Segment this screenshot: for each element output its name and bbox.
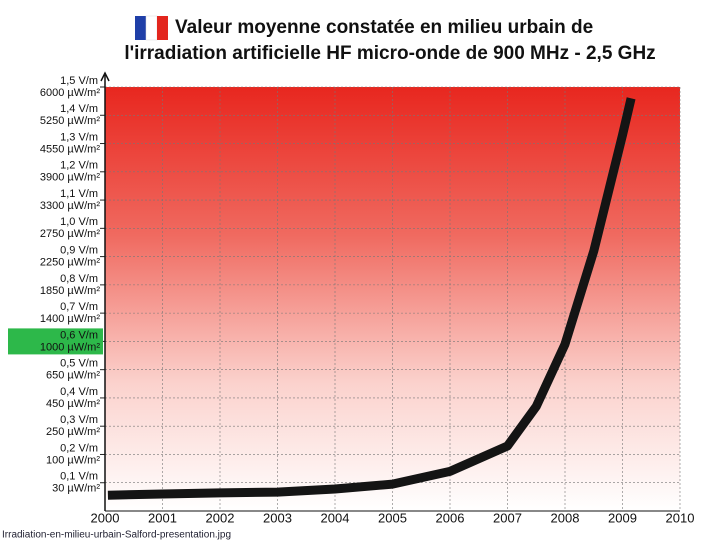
x-tick-label: 2005 <box>378 510 407 525</box>
y-axis-arrow <box>100 71 110 82</box>
y-tick-label: 0,6 V/m <box>60 329 98 341</box>
y-tick-label: 1,5 V/m <box>60 75 98 87</box>
y-tick-power-label: 4550 µW/m² <box>40 143 100 155</box>
y-tick-power-label: 3900 µW/m² <box>40 172 100 184</box>
y-tick-power-label: 6000 µW/m² <box>40 87 100 99</box>
y-tick-power-label: 30 µW/m² <box>52 483 100 495</box>
x-tick-label: 2010 <box>666 510 695 525</box>
y-tick-power-label: 1400 µW/m² <box>40 313 100 325</box>
y-tick-power-label: 2250 µW/m² <box>40 257 100 269</box>
y-tick-power-label: 5250 µW/m² <box>40 115 100 127</box>
x-tick-label: 2007 <box>493 510 522 525</box>
y-tick-label: 1,2 V/m <box>60 160 98 172</box>
flag <box>135 15 168 41</box>
y-tick-label: 0,2 V/m <box>60 442 98 454</box>
x-tick-label: 2001 <box>148 510 177 525</box>
y-tick-label: 1,3 V/m <box>60 131 98 143</box>
y-tick-power-label: 650 µW/m² <box>46 370 100 382</box>
y-tick-label: 0,8 V/m <box>60 273 98 285</box>
y-tick-power-label: 3300 µW/m² <box>40 200 100 212</box>
y-tick-label: 1,4 V/m <box>60 103 98 115</box>
y-tick-label: 0,1 V/m <box>60 471 98 483</box>
y-tick-label: 0,7 V/m <box>60 301 98 313</box>
x-tick-label: 2008 <box>551 510 580 525</box>
y-tick-label: 0,5 V/m <box>60 358 98 370</box>
x-tick-label: 2004 <box>321 510 350 525</box>
y-tick-power-label: 250 µW/m² <box>46 426 100 438</box>
marks <box>107 97 636 500</box>
y-tick-label: 1,1 V/m <box>60 188 98 200</box>
y-tick-power-label: 450 µW/m² <box>46 398 100 410</box>
y-tick-power-label: 1000 µW/m² <box>40 341 100 353</box>
y-tick-label: 1,0 V/m <box>60 216 98 228</box>
y-tick-label: 0,9 V/m <box>60 245 98 257</box>
chart-title: Valeur moyenne constatée en milieu urbai… <box>175 17 593 38</box>
y-tick-highlight <box>8 328 103 355</box>
chart-subtitle: l'irradiation artificielle HF micro-onde… <box>124 43 655 64</box>
caption: Irradiation-en-milieu-urbain-Salford-pre… <box>2 530 231 540</box>
x-tick-label: 2006 <box>436 510 465 525</box>
y-tick-power-label: 1850 µW/m² <box>40 285 100 297</box>
data-line <box>107 97 636 500</box>
y-tick-label: 0,4 V/m <box>60 386 98 398</box>
x-tick-label: 2000 <box>91 510 120 525</box>
y-tick-label: 0,3 V/m <box>60 414 98 426</box>
x-tick-label: 2003 <box>263 510 292 525</box>
x-tick-label: 2009 <box>608 510 637 525</box>
y-tick-power-label: 100 µW/m² <box>46 454 100 466</box>
x-tick-label: 2002 <box>206 510 235 525</box>
y-tick-power-label: 2750 µW/m² <box>40 228 100 240</box>
